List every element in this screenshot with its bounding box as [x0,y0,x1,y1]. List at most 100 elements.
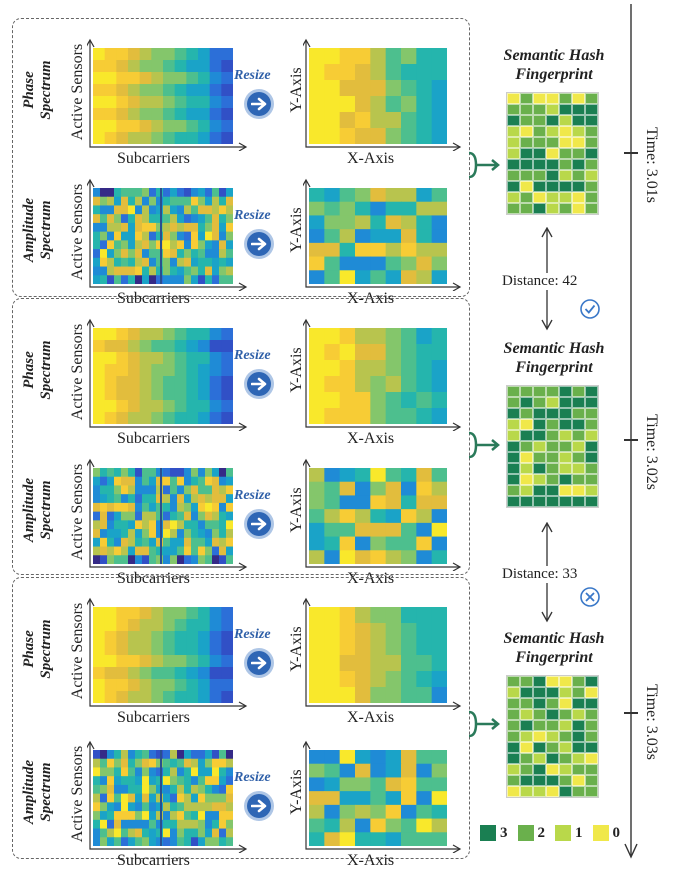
fingerprint-cell [585,463,598,474]
fingerprint-cell [559,441,572,452]
spectrum-type-label: Phase Spectrum [21,619,55,678]
fingerprint-cell [546,126,559,137]
fingerprint-cell [546,687,559,698]
fingerprint-cell [559,676,572,687]
fingerprint-cell [572,104,585,115]
fingerprint-cell [507,720,520,731]
fingerprint-cell [507,764,520,775]
fingerprint-cell [520,742,533,753]
fingerprint-cell [559,753,572,764]
fingerprint-cell [533,419,546,430]
fingerprint-grid [507,676,598,797]
input-xlabel: Subcarriers [117,852,190,870]
fingerprint-cell [533,764,546,775]
fingerprint-cell [520,753,533,764]
fingerprint-cell [507,397,520,408]
fingerprint-cell [546,698,559,709]
fingerprint-cell [585,419,598,430]
fingerprint-cell [559,408,572,419]
fingerprint-cell [533,775,546,786]
fingerprint-cell [546,709,559,720]
fingerprint-cell [507,170,520,181]
fingerprint-cell [533,742,546,753]
distance-label: Distance: 33 [500,566,579,583]
output-xlabel: X-Axis [347,709,394,727]
output-axes [303,172,463,291]
time-axis [621,4,641,864]
fingerprint-cell [507,159,520,170]
fingerprint-cell [559,203,572,214]
fingerprint-cell [546,419,559,430]
fingerprint-cell [533,203,546,214]
legend-value: 3 [500,825,508,841]
fingerprint-cell [520,181,533,192]
fingerprint-cell [572,676,585,687]
fingerprint-cell [585,93,598,104]
fingerprint-cell [533,474,546,485]
input-ylabel: Active Sensors [69,184,87,280]
fingerprint-cell [507,452,520,463]
fingerprint-cell [572,786,585,797]
fingerprint-cell [559,496,572,507]
spectrum-type-bottom: Spectrum [38,619,55,678]
fingerprint-cell [572,485,585,496]
fingerprint-cell [507,463,520,474]
fingerprint-cell [559,159,572,170]
time-label: Time: 3.01s [642,127,660,203]
merge-arrow-icon [466,709,502,739]
fingerprint-cell [585,742,598,753]
fingerprint-cell [533,159,546,170]
fingerprint-cell [559,485,572,496]
fingerprint-title: Semantic Hash Fingerprint [474,46,634,84]
fingerprint-cell [546,148,559,159]
fingerprint-cell [559,775,572,786]
fingerprint-cell [585,386,598,397]
fingerprint-cell [533,720,546,731]
fingerprint-cell [572,126,585,137]
fingerprint-cell [507,775,520,786]
spectrum-type-bottom: Spectrum [38,198,55,262]
fingerprint-cell [585,775,598,786]
resize-arrow-icon [247,794,271,818]
input-ylabel: Active Sensors [69,44,87,140]
fingerprint-cell [546,676,559,687]
legend-value: 1 [575,825,583,841]
fingerprint-cell [559,430,572,441]
fingerprint-cell [507,474,520,485]
fingerprint-cell [533,698,546,709]
fingerprint-cell [546,192,559,203]
fingerprint-cell [520,408,533,419]
fingerprint-cell [507,181,520,192]
fingerprint-cell [585,786,598,797]
fingerprint-cell [533,170,546,181]
fingerprint-cell [507,419,520,430]
fingerprint-cell [533,786,546,797]
fingerprint-cell [533,93,546,104]
spectrum-type-top: Phase [21,619,38,678]
fingerprint-cell [572,397,585,408]
spectrum-type-top: Amplitude [21,760,38,824]
input-ylabel: Active Sensors [69,603,87,699]
fingerprint-cell [533,408,546,419]
fingerprint-cell [559,170,572,181]
input-ylabel: Active Sensors [69,324,87,420]
legend-swatch [593,825,609,841]
legend-swatch [480,825,496,841]
legend-value: 0 [613,825,621,841]
fingerprint-cell [520,170,533,181]
fingerprint-cell [559,742,572,753]
time-label: Time: 3.02s [642,414,660,490]
input-axes [87,591,249,710]
fingerprint-cell [546,731,559,742]
fingerprint-cell [572,731,585,742]
fingerprint-cell [533,104,546,115]
fingerprint-cell [520,474,533,485]
fingerprint-cell [559,786,572,797]
fingerprint-cell [546,170,559,181]
fingerprint-cell [520,698,533,709]
fingerprint-cell [572,474,585,485]
fingerprint-cell [559,709,572,720]
legend-value: 2 [538,825,546,841]
fingerprint-cell [559,126,572,137]
fingerprint-cell [520,775,533,786]
